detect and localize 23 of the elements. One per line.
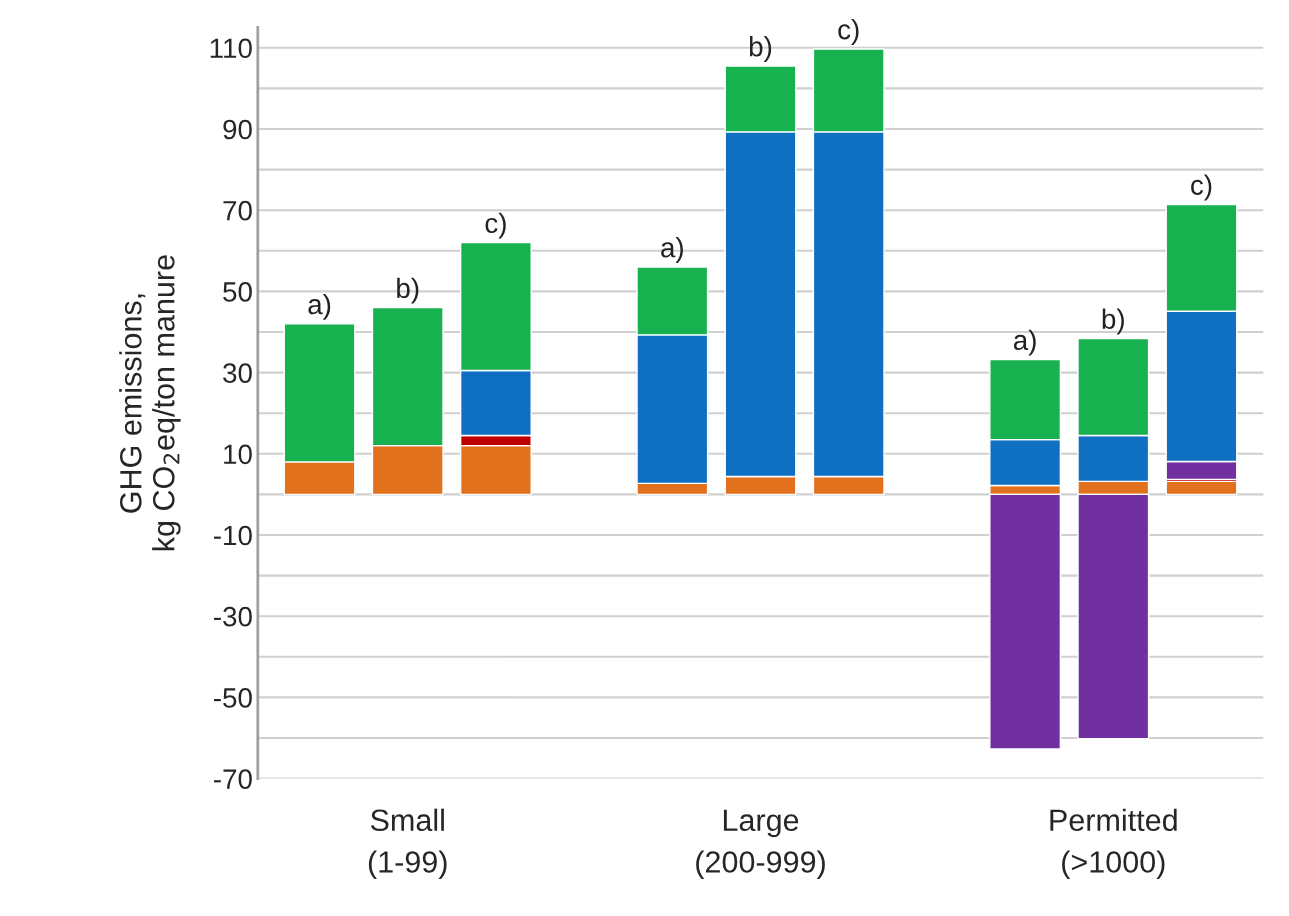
y-tick-label: -30 xyxy=(214,606,252,627)
x-tick-label: b) xyxy=(749,36,772,62)
text: Large (200-999) xyxy=(696,809,825,879)
y-tick-label: 50 xyxy=(223,282,252,302)
x-tick-label: c) xyxy=(838,19,859,45)
x-tick-label: b) xyxy=(1102,308,1124,335)
y-tick-label: 30 xyxy=(223,363,252,383)
text: Permitted (>1000) xyxy=(1050,808,1177,879)
y-axis-title: GHG emissions, kg CO$_{2}$eq/ton manure xyxy=(119,255,181,551)
y-tick-label: 70 xyxy=(223,200,252,221)
y-tick-label: -10 xyxy=(214,525,252,546)
x-tick-label: a) xyxy=(1013,329,1036,356)
x-tick-label: a) xyxy=(661,237,683,263)
text: Small (1-99) xyxy=(368,808,447,879)
y-tick-label: -50 xyxy=(214,688,252,708)
x-tick-label: c) xyxy=(1191,174,1212,201)
y-tick-label: 90 xyxy=(223,119,252,140)
x-tick-label: c) xyxy=(485,212,506,239)
x-tick-label: a) xyxy=(308,293,331,320)
y-tick-label: -70 xyxy=(214,769,252,789)
y-tick-label: 110 xyxy=(210,38,252,59)
x-tick-label: b) xyxy=(397,277,419,304)
y-tick-label: 10 xyxy=(224,444,252,465)
